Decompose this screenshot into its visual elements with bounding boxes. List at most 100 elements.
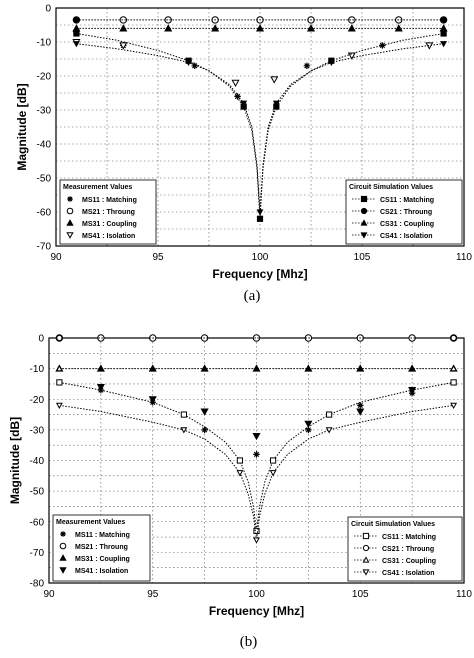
data-point (270, 76, 279, 84)
data-point (269, 470, 277, 477)
y-tick-label: -20 (37, 72, 52, 83)
data-point (425, 42, 434, 50)
legend-marker (360, 195, 368, 203)
legend-title: Circuit Simulation Values (349, 184, 433, 191)
data-point (325, 427, 333, 434)
legend-entry: CS41 : Isolation (380, 233, 433, 240)
x-tick-label: 90 (43, 589, 55, 600)
x-tick-label: 110 (456, 252, 472, 263)
x-tick-label: 100 (248, 589, 265, 600)
y-tick-label: -10 (37, 38, 52, 49)
data-point (450, 334, 457, 342)
legend-entry: MS41 : Isolation (82, 233, 135, 240)
y-tick-label: -30 (30, 425, 45, 436)
figure-caption: (b) (240, 634, 258, 650)
legend-entry: CS21 : Throung (380, 209, 432, 216)
data-point (256, 215, 264, 222)
data-point (148, 396, 157, 404)
legend-entry: CS11 : Matching (380, 197, 434, 204)
y-tick-label: -20 (30, 395, 45, 406)
legend-entry: MS21 : Throung (75, 544, 128, 551)
data-point (201, 426, 208, 434)
data-point (72, 41, 80, 48)
data-point (253, 527, 260, 535)
data-point (272, 100, 280, 107)
data-point (440, 41, 448, 48)
data-point (347, 52, 356, 60)
legend-entry: MS31 : Coupling (82, 221, 137, 228)
legend-entry: CS41 : Isolation (382, 570, 435, 577)
legend-title: Circuit Simulation Values (351, 521, 435, 528)
data-point (450, 379, 457, 386)
data-point (240, 100, 248, 107)
data-point (234, 93, 241, 100)
data-point (73, 30, 80, 37)
legend-entry: MS11 : Matching (75, 532, 130, 539)
data-point (326, 411, 333, 418)
y-tick-label: -70 (30, 548, 45, 559)
legend-marker (60, 531, 66, 537)
legend-marker (362, 532, 370, 540)
data-point (440, 16, 447, 23)
legend-marker (362, 556, 370, 563)
data-point (450, 402, 458, 410)
legend-marker (66, 207, 74, 215)
plot-frame (55, 7, 465, 247)
series-cs31 (72, 24, 448, 31)
legend-marker (59, 567, 67, 574)
data-point (440, 24, 448, 31)
data-point (56, 379, 63, 386)
legend-box (52, 514, 151, 582)
y-tick-label: -40 (37, 140, 52, 151)
series-cs21 (73, 16, 447, 23)
figure-caption: (a) (244, 288, 261, 304)
legend-marker (59, 554, 67, 561)
data-point (303, 62, 311, 69)
data-point (256, 209, 264, 216)
data-point (450, 364, 458, 372)
y-tick-label: -10 (30, 364, 45, 375)
y-axis-label: Magnitude [dB] (15, 83, 29, 170)
data-point (270, 457, 277, 464)
legend-entry: MS21 : Throung (82, 209, 135, 216)
data-point (72, 24, 80, 31)
y-tick-label: -60 (30, 517, 45, 528)
series-cs11 (56, 379, 457, 535)
data-point (356, 408, 365, 416)
data-point (253, 451, 260, 458)
x-tick-label: 90 (50, 252, 62, 263)
y-tick-label: -40 (30, 456, 45, 467)
data-point (253, 537, 260, 544)
x-tick-label: 105 (354, 252, 371, 263)
data-point (236, 470, 244, 477)
legend-marker (360, 207, 368, 215)
legend-marker (362, 569, 370, 576)
x-tick-label: 95 (147, 589, 159, 600)
x-axis-label: Frequency [Mhz] (212, 267, 307, 281)
legend-entry: MS11 : Matching (82, 197, 137, 204)
measurement-legend: Measurement Values MS11 : Matching MS21 : … (52, 514, 151, 582)
y-tick-label: -50 (37, 174, 52, 185)
data-point (304, 420, 313, 428)
data-point (55, 402, 63, 410)
data-point (327, 59, 335, 67)
y-tick-label: -60 (37, 208, 52, 219)
legend-marker (362, 544, 370, 552)
data-point (185, 59, 193, 67)
legend-title: Measurement Values (63, 184, 132, 191)
y-axis-label: Magnitude [dB] (8, 417, 22, 504)
legend-marker (66, 219, 74, 226)
legend-box (59, 179, 157, 245)
legend-title: Measurement Values (56, 519, 125, 526)
series-cs21 (56, 334, 457, 342)
y-tick-label: -50 (30, 487, 45, 498)
data-point (236, 457, 244, 464)
simulation-legend: Circuit Simulation Values CS11 : Matching… (347, 516, 463, 582)
legend-marker (67, 196, 73, 202)
data-point (73, 16, 80, 23)
x-tick-label: 100 (252, 252, 269, 263)
data-point (348, 16, 356, 24)
data-point (200, 408, 209, 416)
data-point (55, 364, 63, 372)
data-point (252, 432, 261, 441)
